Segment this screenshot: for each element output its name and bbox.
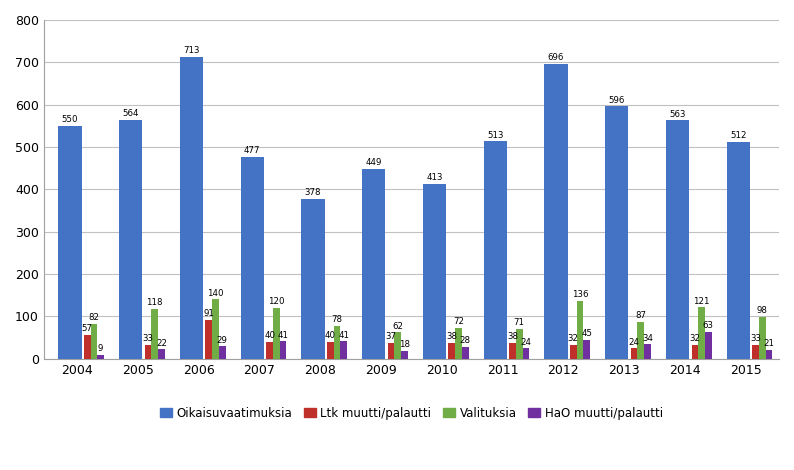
Bar <box>91 324 98 359</box>
Bar <box>98 355 104 359</box>
Text: 477: 477 <box>244 146 260 155</box>
Text: 21: 21 <box>764 339 774 348</box>
Text: 550: 550 <box>62 115 79 124</box>
Bar <box>455 328 462 359</box>
Bar <box>423 184 446 359</box>
Bar <box>212 299 219 359</box>
Bar <box>341 341 347 359</box>
Legend: Oikaisuvaatimuksia, Ltk muutti/palautti, Valituksia, HaO muutti/palautti: Oikaisuvaatimuksia, Ltk muutti/palautti,… <box>155 402 668 424</box>
Text: 63: 63 <box>703 321 714 330</box>
Text: 564: 564 <box>122 109 139 118</box>
Text: 40: 40 <box>264 331 275 340</box>
Bar <box>119 120 142 359</box>
Bar <box>158 349 165 359</box>
Text: 38: 38 <box>507 332 518 341</box>
Text: 512: 512 <box>730 131 746 140</box>
Text: 71: 71 <box>514 318 525 327</box>
Text: 41: 41 <box>277 330 288 340</box>
Text: 87: 87 <box>635 311 646 320</box>
Bar <box>630 348 638 359</box>
Text: 18: 18 <box>399 340 410 349</box>
Text: 136: 136 <box>572 290 588 299</box>
Text: 24: 24 <box>520 338 531 347</box>
Bar <box>59 126 82 359</box>
Text: 449: 449 <box>365 158 382 167</box>
Text: 9: 9 <box>98 344 103 353</box>
Bar <box>759 317 765 359</box>
Bar <box>84 335 91 359</box>
Text: 22: 22 <box>156 339 167 348</box>
Bar <box>206 320 212 359</box>
Bar <box>692 345 698 359</box>
Text: 513: 513 <box>487 131 503 140</box>
Text: 140: 140 <box>207 289 224 298</box>
Bar <box>462 347 468 359</box>
Bar <box>219 346 225 359</box>
Text: 82: 82 <box>88 313 99 322</box>
Text: 62: 62 <box>392 321 403 331</box>
Text: 596: 596 <box>608 96 625 105</box>
Bar <box>605 106 628 359</box>
Bar <box>401 351 408 359</box>
Text: 120: 120 <box>268 297 284 306</box>
Bar <box>638 322 644 359</box>
Bar <box>302 199 325 359</box>
Bar <box>484 141 507 359</box>
Text: 29: 29 <box>217 336 228 345</box>
Text: 34: 34 <box>642 334 653 343</box>
Bar <box>395 332 401 359</box>
Text: 121: 121 <box>693 297 710 306</box>
Text: 696: 696 <box>548 53 565 63</box>
Text: 32: 32 <box>689 334 700 344</box>
Text: 40: 40 <box>325 331 336 340</box>
Bar <box>266 342 273 359</box>
Bar <box>666 120 689 359</box>
Text: 33: 33 <box>750 334 761 343</box>
Bar <box>241 157 264 359</box>
Bar <box>333 326 341 359</box>
Text: 563: 563 <box>669 110 686 118</box>
Text: 72: 72 <box>453 317 464 327</box>
Text: 45: 45 <box>581 329 592 338</box>
Bar <box>570 345 576 359</box>
Text: 24: 24 <box>629 338 640 347</box>
Bar <box>576 301 584 359</box>
Text: 91: 91 <box>203 309 214 319</box>
Text: 57: 57 <box>82 324 93 333</box>
Bar <box>273 308 279 359</box>
Bar <box>698 307 705 359</box>
Bar <box>522 348 530 359</box>
Text: 37: 37 <box>386 332 396 341</box>
Bar <box>705 332 711 359</box>
Text: 32: 32 <box>568 334 579 344</box>
Bar <box>327 342 333 359</box>
Text: 28: 28 <box>460 336 471 345</box>
Text: 413: 413 <box>426 173 443 182</box>
Text: 38: 38 <box>446 332 457 341</box>
Bar <box>545 64 568 359</box>
Bar <box>765 350 773 359</box>
Bar <box>516 329 522 359</box>
Bar <box>752 345 759 359</box>
Bar <box>644 344 651 359</box>
Bar <box>362 169 385 359</box>
Text: 713: 713 <box>183 46 200 55</box>
Text: 33: 33 <box>143 334 153 343</box>
Text: 78: 78 <box>332 315 342 324</box>
Text: 41: 41 <box>338 330 349 340</box>
Text: 118: 118 <box>146 298 163 307</box>
Bar <box>584 340 590 359</box>
Bar <box>152 309 158 359</box>
Bar <box>180 57 203 359</box>
Bar <box>145 345 152 359</box>
Bar <box>509 343 516 359</box>
Bar <box>387 343 395 359</box>
Bar <box>727 142 750 359</box>
Text: 98: 98 <box>757 306 768 315</box>
Text: 378: 378 <box>305 188 322 197</box>
Bar <box>279 341 287 359</box>
Bar <box>449 343 455 359</box>
